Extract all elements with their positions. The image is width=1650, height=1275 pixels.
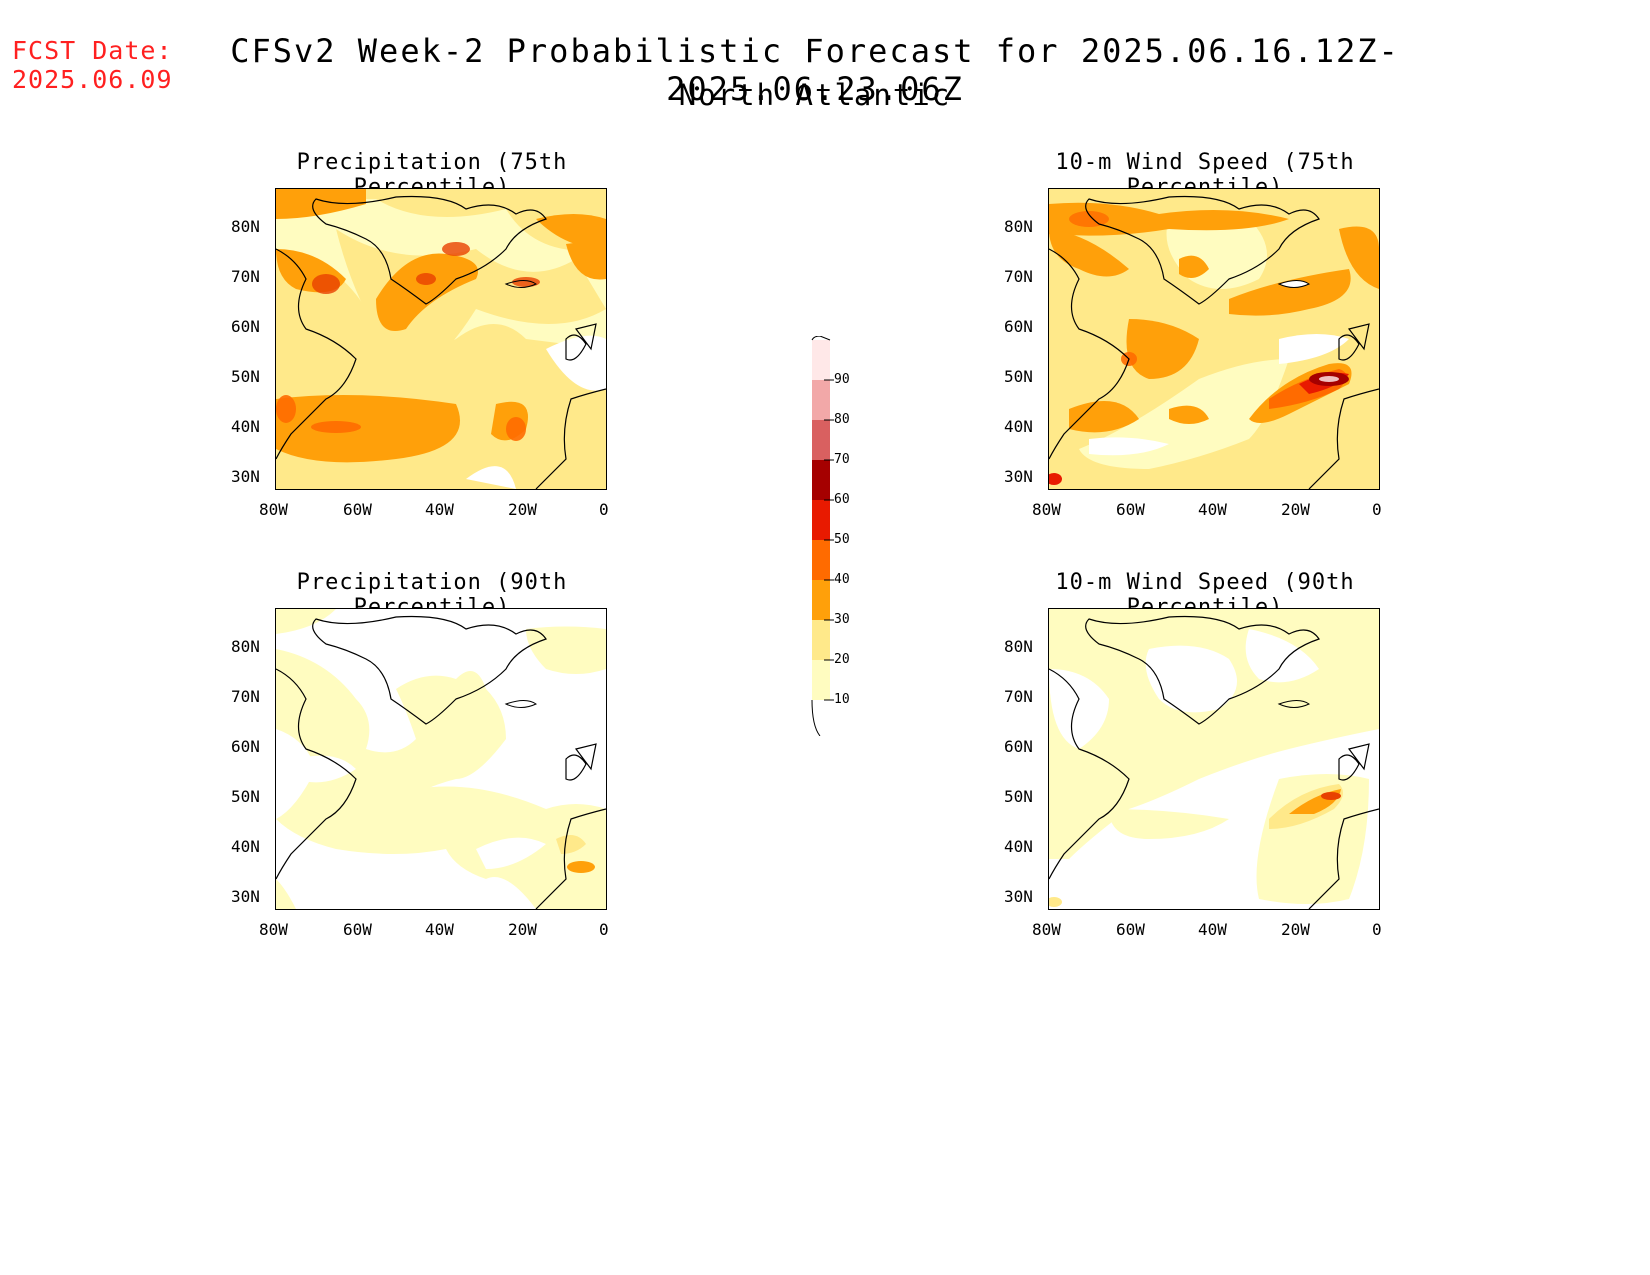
lat-tick: 50N [231, 787, 260, 806]
lon-tick: 60W [1116, 920, 1145, 939]
precip-90-map [275, 608, 607, 910]
lon-tick: 80W [1032, 920, 1061, 939]
colorbar-label: 60 [834, 492, 850, 507]
colorbar-label: 30 [834, 612, 850, 627]
lon-tick: 60W [1116, 500, 1145, 519]
panel-precip-90: Precipitation (90th Percentile) 80N 70N … [217, 570, 647, 950]
lat-tick: 30N [231, 887, 260, 906]
lat-tick: 40N [231, 837, 260, 856]
colorbar-label: 70 [834, 452, 850, 467]
lon-tick: 20W [1281, 920, 1310, 939]
lon-tick: 40W [425, 500, 454, 519]
wind-75-map [1048, 188, 1380, 490]
wind-90-map [1048, 608, 1380, 910]
lon-tick: 20W [508, 500, 537, 519]
lon-tick: 0 [599, 920, 609, 939]
lat-tick: 60N [231, 737, 260, 756]
lat-tick: 40N [1004, 417, 1033, 436]
panel-wind-75: 10-m Wind Speed (75th Percentile) [990, 150, 1420, 530]
colorbar-label: 10 [834, 692, 850, 707]
colorbar-swatch [812, 500, 830, 540]
panel-precip-75: Precipitation (75th Percentile) [217, 150, 647, 530]
lon-tick: 80W [259, 920, 288, 939]
forecast-date-value: 2025.06.09 [12, 65, 173, 94]
lon-tick: 60W [343, 500, 372, 519]
lat-tick: 30N [231, 467, 260, 486]
colorbar-swatch [812, 660, 830, 700]
lat-tick: 50N [231, 367, 260, 386]
colorbar-swatch [812, 340, 830, 380]
lon-tick: 0 [1372, 920, 1382, 939]
colorbar-swatch [812, 620, 830, 660]
lat-tick: 70N [1004, 267, 1033, 286]
lon-tick: 20W [508, 920, 537, 939]
lon-tick: 0 [1372, 500, 1382, 519]
lat-tick: 60N [1004, 317, 1033, 336]
lat-tick: 70N [231, 687, 260, 706]
colorbar-label: 90 [834, 372, 850, 387]
lat-tick: 60N [1004, 737, 1033, 756]
lat-tick: 70N [231, 267, 260, 286]
lat-tick: 60N [231, 317, 260, 336]
lon-tick: 40W [425, 920, 454, 939]
lat-tick: 50N [1004, 787, 1033, 806]
lon-tick: 60W [343, 920, 372, 939]
forecast-date: FCST Date: 2025.06.09 [12, 36, 173, 94]
lon-tick: 40W [1198, 500, 1227, 519]
lat-tick: 70N [1004, 687, 1033, 706]
precip-75-map [275, 188, 607, 490]
colorbar-swatch [812, 460, 830, 500]
colorbar-swatch [812, 420, 830, 460]
lon-tick: 40W [1198, 920, 1227, 939]
wind-90-field [1049, 609, 1379, 909]
colorbar-label: 40 [834, 572, 850, 587]
lat-tick: 30N [1004, 467, 1033, 486]
colorbar-end [811, 335, 831, 341]
lat-tick: 40N [1004, 837, 1033, 856]
page-title: CFSv2 Week-2 Probabilistic Forecast for … [230, 32, 1400, 108]
lat-tick: 40N [231, 417, 260, 436]
colorbar-end [811, 699, 821, 737]
colorbar-label: 50 [834, 532, 850, 547]
colorbar-scale [811, 335, 834, 737]
colorbar-label: 80 [834, 412, 850, 427]
wind-75-field [1049, 189, 1379, 489]
lon-tick: 0 [599, 500, 609, 519]
precip-75-field [276, 189, 606, 489]
page-subtitle: North Atlantic [678, 78, 952, 112]
panel-wind-90: 10-m Wind Speed (90th Percentile) 80N 70… [990, 570, 1420, 950]
colorbar: 10 20 30 40 50 60 70 80 90 [800, 335, 880, 737]
precip-90-field [276, 609, 606, 909]
colorbar-label: 20 [834, 652, 850, 667]
forecast-date-label: FCST Date: [12, 36, 173, 65]
colorbar-swatch [812, 540, 830, 580]
lat-tick: 80N [231, 217, 260, 236]
lat-tick: 30N [1004, 887, 1033, 906]
lon-tick: 80W [1032, 500, 1061, 519]
lat-tick: 80N [1004, 637, 1033, 656]
lat-tick: 80N [231, 637, 260, 656]
lon-tick: 20W [1281, 500, 1310, 519]
lon-tick: 80W [259, 500, 288, 519]
colorbar-swatch [812, 580, 830, 620]
panel-title: 10-m Wind Speed (75th Percentile) [1055, 150, 1355, 200]
lat-tick: 50N [1004, 367, 1033, 386]
colorbar-swatch [812, 380, 830, 420]
lat-tick: 80N [1004, 217, 1033, 236]
